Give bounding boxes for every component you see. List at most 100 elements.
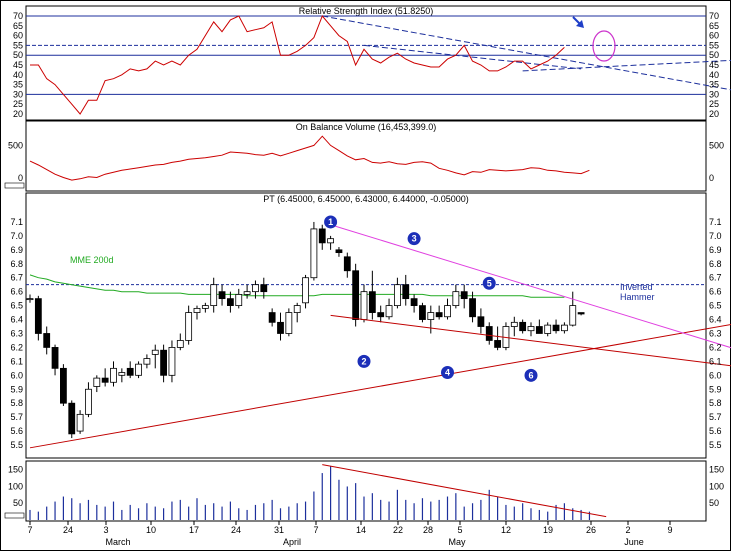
price-ytick-left-5.8: 5.8 (10, 398, 23, 408)
candle-22 (210, 277, 218, 313)
candle-36 (327, 235, 335, 250)
candle-64 (561, 322, 568, 334)
price-ytick-left-6.6: 6.6 (10, 287, 23, 297)
candle-18 (176, 333, 184, 351)
wave-marker-4: 4 (441, 366, 454, 380)
rsi-frame (25, 5, 707, 121)
candle-body (419, 305, 426, 320)
x-day-label-15: 2 (625, 525, 630, 535)
candle-20 (193, 305, 201, 320)
candle-11 (118, 368, 126, 383)
price-ytick-left-6.3: 6.3 (10, 328, 23, 338)
candle-body (444, 305, 451, 318)
candle-body (93, 377, 101, 387)
candle-body (402, 284, 410, 300)
rsi-line (30, 15, 565, 115)
price-ytick-right-7.0: 7.0 (709, 231, 722, 241)
x-axis: 7 24 3 10 17 24 31 7 14 22 28 5 12 19 26 2 9 March April Ma… (27, 521, 673, 547)
price-ytick-right-5.9: 5.9 (709, 384, 722, 394)
rsi-trendline-2 (522, 59, 731, 72)
candle-28 (260, 277, 268, 299)
obv-frame (25, 120, 707, 192)
obv-scale-box (4, 182, 25, 189)
candle-body (485, 326, 493, 341)
x-month-label-may: May (448, 537, 466, 547)
x-day-label-7: 7 (313, 525, 318, 535)
candle-7 (85, 382, 92, 418)
candle-body (135, 363, 142, 376)
mme200-line (29, 274, 565, 298)
candle-47 (419, 302, 426, 323)
price-ytick-right-6.9: 6.9 (709, 245, 722, 255)
candle-body (519, 321, 527, 332)
volume-panel: 150 100 50 150 100 50 (4, 460, 724, 522)
candle-body (393, 284, 401, 306)
candle-45 (402, 274, 410, 306)
wave-marker-label: 5 (487, 278, 492, 288)
wave-marker-circle (324, 215, 338, 229)
price-ytick-right-7.1: 7.1 (709, 217, 722, 227)
candle-50 (444, 298, 451, 320)
price-ytick-left-7.0: 7.0 (10, 231, 23, 241)
candle-body (268, 312, 276, 323)
candle-body (76, 413, 84, 432)
x-day-label-8: 14 (356, 525, 366, 535)
candle-body (469, 298, 476, 318)
inverted-hammer-label-2: Hammer (620, 292, 655, 302)
rsi-ytick-left-65: 65 (13, 21, 23, 31)
x-day-label-2: 3 (103, 525, 108, 535)
candle-54 (477, 308, 485, 334)
rsi-ytick-left-60: 60 (13, 31, 23, 41)
rsi-ytick-left-20: 20 (13, 109, 23, 119)
candle-body (218, 291, 226, 300)
price-ytick-left-5.5: 5.5 (10, 440, 23, 450)
rsi-ytick-left-40: 40 (13, 70, 23, 80)
candle-9 (101, 368, 109, 387)
rsi-title: Relative Strength Index (51.8250) (299, 6, 434, 16)
candle-32 (293, 302, 301, 323)
candle-body (252, 284, 259, 293)
candle-body (302, 277, 309, 304)
wave-marker-5: 5 (482, 276, 496, 290)
x-month-label-april: April (283, 537, 301, 547)
candle-body (226, 298, 234, 306)
candle-body (260, 284, 268, 293)
rsi-ytick-right-55: 55 (709, 40, 719, 50)
candle-body (293, 305, 301, 313)
candle-56 (494, 326, 502, 351)
wave-marker-label: 1 (328, 217, 333, 227)
candle-body (544, 324, 552, 334)
candle-66 (577, 312, 585, 316)
candle-body (176, 340, 184, 348)
volume-ytick-right-50: 50 (709, 498, 719, 508)
candle-body (569, 305, 577, 326)
candle-body (185, 312, 193, 341)
candle-55 (485, 322, 493, 345)
candle-body (285, 312, 293, 334)
price-ytick-right-5.5: 5.5 (709, 440, 722, 450)
rsi-ytick-right-45: 45 (709, 60, 719, 70)
wave-marker-circle (441, 366, 454, 380)
candle-body (535, 326, 543, 334)
candle-30 (277, 312, 284, 341)
price-ytick-left-6.8: 6.8 (10, 259, 23, 269)
candle-body (318, 228, 326, 244)
candle-49 (435, 305, 443, 320)
x-day-label-4: 17 (189, 525, 199, 535)
price-ytick-left-6.0: 6.0 (10, 370, 23, 380)
candle-body (126, 367, 134, 376)
candle-65 (569, 291, 577, 327)
candle-23 (218, 284, 226, 306)
candle-body (527, 326, 535, 332)
rsi-ytick-right-70: 70 (709, 11, 719, 21)
price-ytick-left-6.1: 6.1 (10, 356, 23, 366)
rsi-ytick-left-25: 25 (13, 99, 23, 109)
rsi-ytick-right-20: 20 (709, 109, 719, 119)
rsi-highlight-circle (592, 30, 616, 62)
x-day-label-0: 7 (27, 525, 32, 535)
candle-42 (377, 305, 385, 323)
price-ytick-right-5.7: 5.7 (709, 412, 722, 422)
price-ytick-right-6.6: 6.6 (709, 287, 722, 297)
price-ytick-left-6.2: 6.2 (10, 342, 23, 352)
candle-58 (510, 316, 518, 337)
